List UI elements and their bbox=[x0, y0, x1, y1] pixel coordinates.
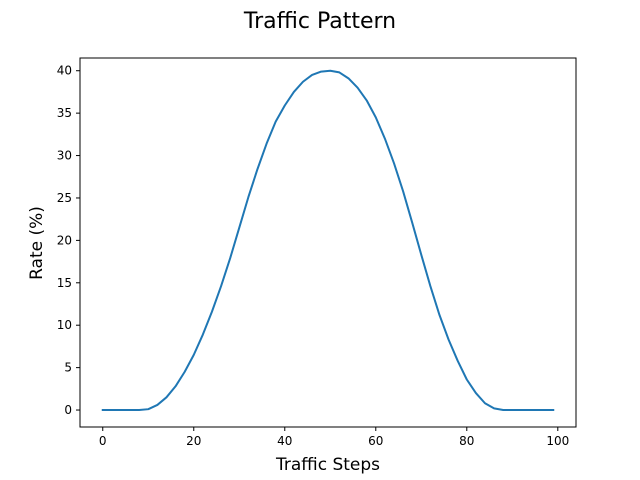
x-tick-label: 80 bbox=[459, 434, 474, 448]
y-tick-label: 5 bbox=[64, 361, 72, 375]
axis-ticks: 0 20 40 60 80 100 0 5 10 15 20 25 30 35 40 bbox=[57, 64, 570, 448]
y-tick-label: 40 bbox=[57, 64, 72, 78]
x-tick-label: 40 bbox=[277, 434, 292, 448]
y-tick-label: 0 bbox=[64, 403, 72, 417]
x-tick-label: 60 bbox=[368, 434, 383, 448]
x-axis-label: Traffic Steps bbox=[275, 455, 380, 475]
y-tick-label: 15 bbox=[57, 276, 72, 290]
series-line bbox=[101, 69, 555, 412]
chart-title: Traffic Pattern bbox=[243, 9, 396, 34]
y-axis-label: Rate (%) bbox=[27, 206, 47, 280]
y-tick-label: 10 bbox=[57, 318, 72, 332]
y-tick-label: 35 bbox=[57, 106, 72, 120]
y-tick-label: 25 bbox=[57, 191, 72, 205]
plot-frame bbox=[79, 57, 577, 428]
x-tick-label: 100 bbox=[546, 434, 569, 448]
y-tick-label: 30 bbox=[57, 149, 72, 163]
x-tick-label: 20 bbox=[186, 434, 201, 448]
y-tick-label: 20 bbox=[57, 233, 72, 247]
x-tick-label: 0 bbox=[99, 434, 107, 448]
plot-area bbox=[80, 58, 576, 427]
